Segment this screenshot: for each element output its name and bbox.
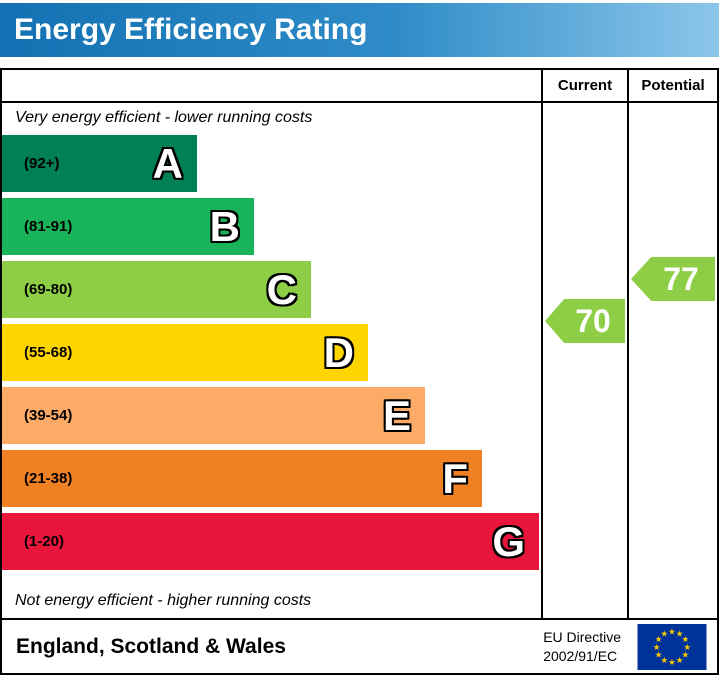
page-title: Energy Efficiency Rating [0, 3, 719, 57]
band-letter-d: D [323, 328, 354, 376]
svg-text:★: ★ [676, 655, 684, 665]
eu-flag-icon: ★ ★ ★ ★ ★ ★ ★ ★ ★ ★ ★ ★ [637, 623, 707, 670]
band-row-f: (21-38) F [2, 450, 482, 507]
top-note: Very energy efficient - lower running co… [15, 109, 313, 126]
band-range-e: (39-54) [24, 407, 73, 424]
band-row-b: (81-91) B [2, 198, 254, 255]
svg-text:★: ★ [653, 641, 661, 651]
region-label: England, Scotland & Wales [16, 634, 286, 658]
header-spacer [2, 70, 541, 103]
current-rating-pointer: 70 [545, 299, 625, 343]
potential-column-header: Potential [627, 70, 717, 103]
page-title-text: Energy Efficiency Rating [14, 13, 368, 46]
band-row-e: (39-54) E [2, 387, 425, 444]
eu-directive-line1: EU Directive [543, 628, 621, 645]
band-range-a: (92+) [24, 155, 60, 172]
svg-text:★: ★ [676, 628, 684, 638]
band-letter-e: E [382, 391, 411, 439]
footer: England, Scotland & Wales EU Directive 2… [0, 620, 719, 675]
potential-rating-pointer: 77 [631, 257, 715, 301]
svg-text:★: ★ [668, 626, 676, 636]
current-rating-value: 70 [575, 302, 611, 339]
band-letter-f: F [442, 454, 468, 502]
svg-text:★: ★ [681, 634, 689, 644]
band-letter-a: A [152, 139, 183, 187]
band-row-g: (1-20) G [2, 513, 539, 570]
band-range-d: (55-68) [24, 344, 73, 361]
bottom-note: Not energy efficient - higher running co… [15, 592, 312, 609]
bands-area: Very energy efficient - lower running co… [2, 103, 541, 618]
potential-rating-value: 77 [663, 260, 699, 297]
band-range-b: (81-91) [24, 218, 73, 235]
current-column: 70 [541, 103, 627, 618]
potential-column: 77 [627, 103, 717, 618]
svg-text:★: ★ [660, 628, 668, 638]
svg-text:★: ★ [660, 655, 668, 665]
svg-text:★: ★ [683, 641, 691, 651]
svg-text:★: ★ [655, 649, 663, 659]
band-range-c: (69-80) [24, 281, 73, 298]
band-row-c: (69-80) C [2, 261, 311, 318]
band-row-d: (55-68) D [2, 324, 368, 381]
svg-text:★: ★ [668, 657, 676, 667]
band-range-f: (21-38) [24, 470, 73, 487]
eu-directive-line2: 2002/91/EC [543, 647, 618, 664]
band-letter-c: C [266, 265, 297, 313]
svg-text:★: ★ [655, 634, 663, 644]
energy-rating-chart: Current Potential Very energy efficient … [0, 68, 719, 620]
band-letter-g: G [492, 517, 525, 565]
svg-text:★: ★ [681, 649, 689, 659]
band-row-a: (92+) A [2, 135, 197, 192]
current-column-header: Current [541, 70, 627, 103]
eu-directive-label: EU Directive 2002/91/EC [543, 628, 621, 666]
band-letter-b: B [209, 202, 240, 250]
band-range-g: (1-20) [24, 533, 65, 550]
